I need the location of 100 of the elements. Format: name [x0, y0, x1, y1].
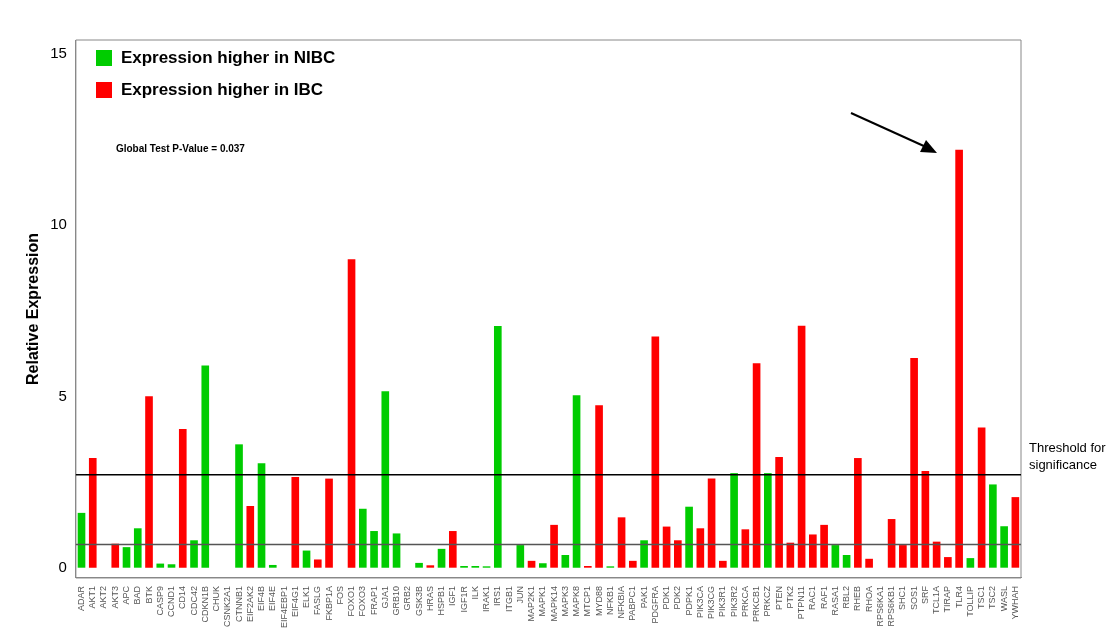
bar: [88, 458, 97, 568]
x-tick-label: SOS1: [908, 585, 919, 610]
bar: [77, 512, 86, 568]
bar: [235, 444, 243, 568]
bar: [854, 458, 862, 568]
x-tick-label: NFKB1: [604, 585, 615, 615]
x-tick-label: ITGB1: [503, 585, 514, 612]
bar: [561, 555, 570, 568]
x-tick-label: RASA1: [829, 585, 840, 616]
y-axis-title: Relative Expression: [24, 232, 42, 386]
x-tick-label: FOS: [334, 585, 345, 605]
bar: [347, 259, 356, 568]
x-tick-label: PABPC1: [627, 585, 638, 621]
x-tick-label: RPS6KA1: [874, 585, 885, 627]
x-tick-label: RPS6KB1: [886, 585, 897, 627]
bar: [899, 545, 907, 568]
x-tick-label: PTK2: [784, 585, 795, 609]
bar: [167, 564, 176, 568]
bar: [944, 557, 952, 568]
annotation: Global Test P-Value = 0.037: [115, 143, 246, 154]
bar: [246, 506, 255, 568]
bar: [752, 363, 761, 568]
bar: [820, 524, 828, 568]
x-tick-label: HSPB1: [436, 585, 447, 616]
bar: [651, 336, 660, 568]
bar: [640, 540, 648, 568]
x-tick-label: PTEN: [773, 585, 784, 610]
bar: [966, 558, 975, 568]
bar: [865, 558, 873, 568]
bar: [111, 543, 120, 568]
bar: [268, 564, 277, 568]
bar: [538, 563, 547, 568]
bar: [730, 473, 738, 568]
legend-label: Expression higher in IBC: [120, 80, 324, 100]
x-tick-label: YWHAH: [1009, 585, 1020, 620]
bar: [989, 484, 997, 568]
x-tick-label: EIF4E: [267, 585, 278, 611]
bar: [550, 524, 558, 568]
bar: [302, 550, 311, 568]
x-tick-label: TSC2: [987, 585, 998, 609]
y-tick-label: 15: [50, 43, 67, 61]
x-tick-label: MAP2K1: [526, 585, 537, 622]
bar: [617, 517, 626, 568]
x-tick-label: CSNK2A1: [222, 585, 233, 628]
x-tick-label: MAPK14: [548, 585, 559, 622]
bar: [381, 391, 390, 568]
bar: [448, 531, 457, 568]
x-tick-label: PDGFRA: [649, 585, 660, 624]
x-tick-label: IGF1: [447, 585, 458, 606]
bar: [527, 560, 536, 568]
x-tick-label: ELK1: [301, 585, 312, 609]
x-tick-label: MTCP1: [582, 585, 593, 617]
bar: [178, 428, 187, 568]
bar: [775, 457, 783, 568]
bar: [764, 473, 772, 568]
y-tick-label: 0: [58, 557, 67, 575]
x-tick-label: RHEB: [852, 585, 863, 611]
x-tick-label: PDK2: [672, 585, 683, 610]
x-tick-label: TSC1: [976, 585, 987, 609]
bar: [629, 560, 637, 568]
x-tick-label: MYD88: [593, 585, 604, 616]
x-tick-label: EIF4B: [256, 585, 267, 611]
bar: [685, 506, 693, 568]
ref-line-label: Threshold for significance: [1029, 439, 1107, 472]
x-tick-label: TIRAP: [942, 585, 953, 613]
x-tick-label: RBL2: [841, 585, 852, 609]
bar: [122, 547, 131, 568]
bar: [1000, 526, 1008, 568]
x-tick-label: PDK1: [661, 585, 672, 610]
bar: [516, 545, 525, 568]
x-tick-label: RAF1: [818, 585, 829, 609]
x-tick-label: PIK3R1: [717, 585, 728, 618]
x-tick-label: ILK: [469, 585, 480, 600]
bar: [955, 149, 963, 568]
x-tick-label: CTNNB1: [233, 585, 244, 622]
bar: [910, 357, 918, 568]
bar: [1011, 497, 1020, 568]
x-tick-label: FOXO1: [346, 585, 357, 617]
bar: [493, 326, 502, 568]
x-tick-label: AKT2: [98, 585, 109, 609]
bar: [674, 540, 682, 568]
y-tick-label: 10: [50, 215, 67, 233]
x-tick-label: CD14: [177, 585, 188, 609]
bar: [201, 365, 210, 568]
x-tick-label: GRB10: [391, 585, 402, 616]
x-tick-label: WASL: [998, 585, 1009, 612]
x-tick-label: CDC42: [188, 585, 199, 616]
bar: [325, 478, 333, 568]
bar: [842, 555, 851, 568]
x-tick-label: MAPK1: [537, 585, 548, 617]
x-tick-label: AKT3: [109, 585, 120, 609]
bar: [719, 560, 727, 568]
x-tick-label: SRF: [919, 585, 930, 604]
x-tick-label: IRS1: [492, 585, 503, 606]
x-tick-label: MAPK3: [559, 585, 570, 617]
bar: [707, 478, 716, 568]
x-tick-label: MAPK8: [571, 585, 582, 617]
bar: [392, 533, 401, 568]
x-tick-label: PIK3CA: [694, 585, 705, 618]
x-tick-label: FKBP1A: [323, 585, 334, 621]
